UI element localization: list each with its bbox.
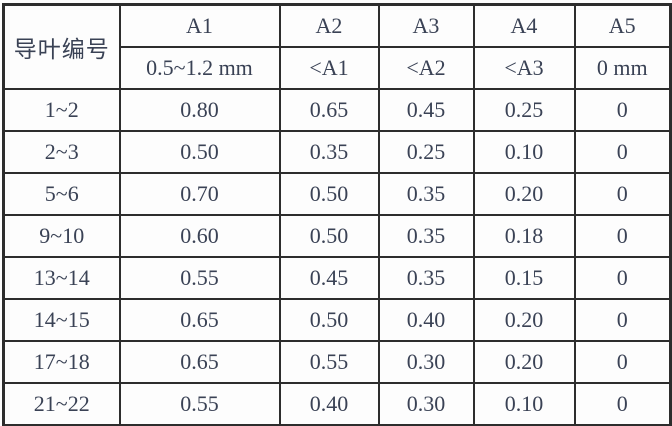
row-label: 13~14 [2,256,121,300]
cell: 0.45 [377,88,475,132]
column-header-a5: A5 [573,3,672,48]
cell: 0 [573,382,672,426]
table-row: 9~10 0.60 0.50 0.35 0.18 0 [2,214,672,258]
cell: 0.60 [118,214,281,258]
cell: 0.80 [118,88,281,132]
cell: 0.70 [118,172,281,216]
cell: 0.30 [377,340,475,384]
cell: 0 [573,256,672,300]
table-row: 17~18 0.65 0.55 0.30 0.20 0 [2,340,672,384]
cell: 0.50 [278,214,380,258]
cell: 0.55 [278,340,380,384]
cell: 0.40 [377,298,475,342]
column-header-a3: A3 [377,3,475,48]
cell: 0.65 [278,88,380,132]
table-row: 5~6 0.70 0.50 0.35 0.20 0 [2,172,672,216]
column-subheader-a1: 0.5~1.2 mm [118,46,281,90]
column-subheader-a3: <A2 [377,46,475,90]
table-row: 2~3 0.50 0.35 0.25 0.10 0 [2,130,672,174]
cell: 0.65 [118,298,281,342]
column-subheader-a5: 0 mm [573,46,672,90]
guide-vane-clearance-table: 导叶编号 A1 A2 A3 A4 A5 0.5~1.2 mm <A1 <A2 <… [2,3,672,426]
row-label: 9~10 [2,214,121,258]
header-row-sub: 0.5~1.2 mm <A1 <A2 <A3 0 mm [4,46,672,90]
row-label: 2~3 [2,130,121,174]
cell: 0.25 [472,88,576,132]
column-subheader-a2: <A1 [278,46,380,90]
cell: 0.50 [278,172,380,216]
cell: 0 [573,214,672,258]
cell: 0 [573,130,672,174]
cell: 0.40 [278,382,380,426]
cell: 0.30 [377,382,475,426]
cell: 0.15 [472,256,576,300]
row-label: 1~2 [2,88,121,132]
column-header-a2: A2 [278,3,380,48]
table-row: 21~22 0.55 0.40 0.30 0.10 0 [2,382,672,426]
header-row-main: 导叶编号 A1 A2 A3 A4 A5 [2,3,672,90]
cell: 0.65 [118,340,281,384]
column-header-a1: A1 [118,3,281,48]
cell: 0.18 [472,214,576,258]
cell: 0 [573,340,672,384]
cell: 0 [573,172,672,216]
cell: 0.35 [377,172,475,216]
cell: 0.20 [472,172,576,216]
cell: 0.35 [278,130,380,174]
row-label: 14~15 [2,298,121,342]
row-label: 5~6 [2,172,121,216]
column-subheader-a4: <A3 [472,46,576,90]
cell: 0.20 [472,340,576,384]
cell: 0 [573,298,672,342]
cell: 0.10 [472,382,576,426]
cell: 0.55 [118,382,281,426]
row-label: 17~18 [2,340,121,384]
column-header-a4: A4 [472,3,576,48]
cell: 0.50 [278,298,380,342]
cell: 0 [573,88,672,132]
cell: 0.25 [377,130,475,174]
table-row: 13~14 0.55 0.45 0.35 0.15 0 [2,256,672,300]
row-header-label: 导叶编号 [2,3,121,90]
cell: 0.35 [377,256,475,300]
cell: 0.10 [472,130,576,174]
cell: 0.35 [377,214,475,258]
cell: 0.55 [118,256,281,300]
cell: 0.20 [472,298,576,342]
row-label: 21~22 [2,382,121,426]
table-row: 14~15 0.65 0.50 0.40 0.20 0 [2,298,672,342]
table-row: 1~2 0.80 0.65 0.45 0.25 0 [2,88,672,132]
cell: 0.50 [118,130,281,174]
cell: 0.45 [278,256,380,300]
